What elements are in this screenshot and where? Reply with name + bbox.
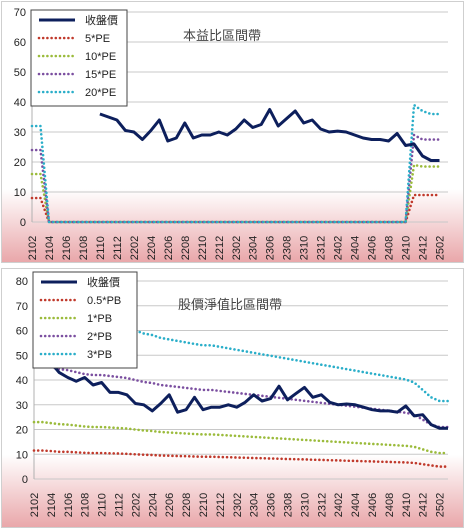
x-tick-label: 2102 (29, 493, 41, 517)
x-tick-label: 2410 (401, 493, 413, 517)
legend-label: 20*PE (85, 87, 116, 99)
series-line-0 (49, 361, 448, 430)
x-tick-label: 2302 (232, 493, 244, 517)
legend-box (32, 271, 138, 369)
x-tick-label: 2104 (46, 493, 58, 517)
x-tick-label: 2110 (95, 236, 107, 260)
legend-label: 1*PB (87, 313, 112, 325)
legend-label: 2*PB (87, 331, 112, 343)
x-tick-label: 2208 (180, 236, 192, 260)
x-tick-label: 2406 (367, 493, 379, 517)
y-tick-label: 80 (16, 276, 28, 288)
legend-label: 0.5*PB (87, 295, 121, 307)
x-tick-label: 2310 (299, 236, 311, 260)
x-tick-label: 2402 (333, 236, 345, 260)
x-tick-label: 2312 (316, 236, 328, 260)
legend-label: 5*PE (85, 33, 110, 45)
y-axis-ticks: 0 10 20 30 40 50 60 70 (14, 7, 26, 229)
legend-label: 收盤價 (85, 13, 118, 27)
y-tick-label: 40 (16, 375, 28, 387)
legend-box (30, 9, 128, 107)
x-tick-label: 2502 (435, 236, 447, 260)
y-tick-label: 70 (16, 301, 28, 313)
x-tick-label: 2202 (130, 493, 142, 517)
legend: 收盤價 0.5*PB 1*PB 2*PB 3*PB (32, 271, 138, 369)
series-line-0 (99, 108, 440, 162)
x-tick-label: 2108 (78, 236, 90, 260)
y-axis-ticks: 0 10 20 30 40 50 60 70 80 (16, 276, 28, 486)
x-tick-label: 2204 (147, 493, 159, 517)
legend-label: 15*PE (85, 69, 116, 81)
x-axis-ticks: 2102 2104 2106 2108 2110 2112 2202 2204 2206 2208… (27, 236, 447, 260)
x-tick-label: 2112 (113, 493, 125, 517)
y-tick-label: 60 (14, 37, 26, 49)
series-lines (30, 102, 441, 224)
x-tick-label: 2308 (282, 493, 294, 517)
x-tick-label: 2310 (299, 493, 311, 517)
x-tick-label: 2410 (401, 236, 413, 260)
x-tick-label: 2406 (367, 236, 379, 260)
x-tick-label: 2204 (146, 236, 158, 260)
x-axis-ticks: 2102 2104 2106 2108 2110 2112 2202 2204 2206 2208… (29, 493, 447, 517)
legend: 收盤價 5*PE 10*PE 15*PE 20*PE (30, 9, 128, 107)
y-tick-label: 50 (16, 350, 28, 362)
y-tick-label: 40 (14, 97, 26, 109)
pe-band-chart: 0 10 20 30 40 50 60 70 2102 2104 2106 2108 2110 2112… (2, 2, 463, 262)
x-tick-label: 2108 (80, 493, 92, 517)
legend-label: 3*PB (87, 349, 112, 361)
series-line-4 (30, 102, 441, 224)
chart-title: 股價淨值比區間帶 (178, 297, 282, 312)
x-tick-label: 2306 (265, 236, 277, 260)
y-tick-label: 30 (16, 400, 28, 412)
x-tick-label: 2408 (384, 236, 396, 260)
x-tick-label: 2106 (63, 493, 75, 517)
x-tick-label: 2202 (129, 236, 141, 260)
y-tick-label: 20 (14, 157, 26, 169)
y-tick-label: 30 (14, 127, 26, 139)
y-tick-label: 10 (16, 449, 28, 461)
x-tick-label: 2312 (316, 493, 328, 517)
x-tick-label: 2408 (384, 493, 396, 517)
y-tick-label: 60 (16, 326, 28, 338)
x-tick-label: 2502 (435, 493, 447, 517)
x-tick-label: 2110 (97, 493, 109, 517)
x-tick-label: 2304 (249, 493, 261, 517)
y-tick-label: 70 (14, 7, 26, 19)
chart-title: 本益比區間帶 (183, 28, 261, 43)
x-tick-label: 2102 (27, 236, 39, 260)
x-tick-label: 2106 (61, 236, 73, 260)
x-tick-label: 2206 (164, 493, 176, 517)
pb-band-chart-panel: 0 10 20 30 40 50 60 70 80 2102 2104 2106 2108 2110 21… (1, 268, 464, 528)
series-line-1 (32, 449, 450, 468)
x-tick-label: 2306 (266, 493, 278, 517)
x-tick-label: 2206 (163, 236, 175, 260)
y-tick-label: 20 (16, 425, 28, 437)
x-tick-label: 2210 (198, 493, 210, 517)
legend-label: 10*PE (85, 51, 116, 63)
y-tick-label: 10 (14, 187, 26, 199)
legend-label: 收盤價 (87, 275, 120, 289)
x-tick-label: 2212 (215, 493, 227, 517)
x-tick-label: 2412 (418, 236, 430, 260)
x-tick-label: 2112 (112, 236, 124, 260)
x-tick-label: 2412 (418, 493, 430, 517)
x-tick-label: 2402 (333, 493, 345, 517)
x-tick-label: 2304 (248, 236, 260, 260)
y-tick-label: 0 (20, 217, 26, 229)
x-tick-label: 2212 (214, 236, 226, 260)
x-tick-label: 2302 (231, 236, 243, 260)
pe-band-chart-panel: 0 10 20 30 40 50 60 70 2102 2104 2106 2108 2110 2112… (1, 1, 464, 263)
y-tick-label: 0 (22, 474, 28, 486)
y-tick-label: 50 (14, 67, 26, 79)
x-tick-label: 2208 (181, 493, 193, 517)
x-tick-label: 2308 (282, 236, 294, 260)
x-tick-label: 2104 (44, 236, 56, 260)
x-tick-label: 2210 (197, 236, 209, 260)
x-tick-label: 2404 (350, 236, 362, 260)
x-tick-label: 2404 (350, 493, 362, 517)
